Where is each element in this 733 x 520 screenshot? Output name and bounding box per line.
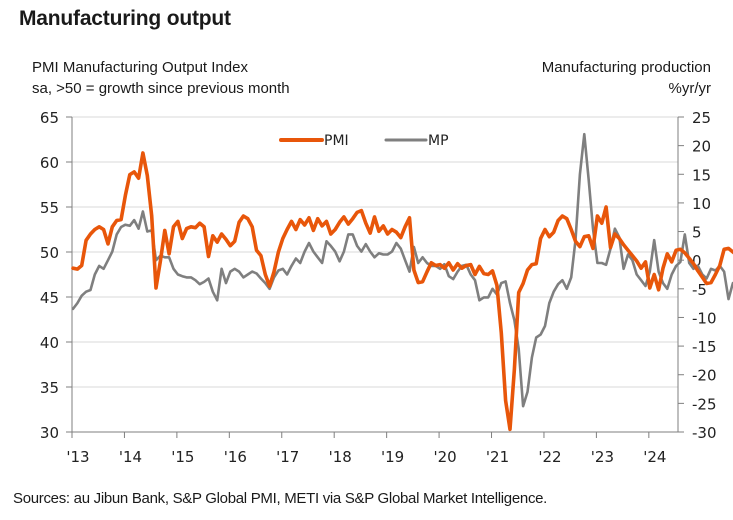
right-tick-label: -30 bbox=[692, 424, 717, 442]
x-tick-label: '17 bbox=[276, 448, 299, 466]
x-tick-label: '23 bbox=[591, 448, 614, 466]
x-tick-label: '20 bbox=[433, 448, 456, 466]
axes bbox=[66, 117, 684, 433]
right-axis-title-line2: %yr/yr bbox=[668, 80, 712, 97]
chart-title: Manufacturing output bbox=[19, 7, 231, 30]
right-tick-label: -25 bbox=[692, 395, 717, 413]
x-tick-label: '14 bbox=[119, 448, 142, 466]
series-line-mp bbox=[71, 132, 733, 408]
right-tick-label: -15 bbox=[692, 338, 717, 356]
right-tick-label: 0 bbox=[692, 252, 702, 270]
right-tick-label: 5 bbox=[692, 224, 702, 242]
right-tick-label: 20 bbox=[692, 138, 711, 156]
x-tick-label: '19 bbox=[381, 448, 404, 466]
right-tick-label: -20 bbox=[692, 367, 717, 385]
x-tick-label: '22 bbox=[538, 448, 561, 466]
x-tick-label: '15 bbox=[171, 448, 194, 466]
right-axis-title: Manufacturing production %yr/yr bbox=[542, 57, 711, 99]
left-tick-label: 40 bbox=[40, 334, 59, 352]
right-axis-title-line1: Manufacturing production bbox=[541, 59, 711, 76]
right-tick-label: 25 bbox=[692, 109, 711, 127]
right-tick-label: 10 bbox=[692, 195, 711, 213]
right-tick-label: -5 bbox=[692, 281, 707, 299]
right-axis-ticks: 25 20 15 10 5 0 -5 -10 -15 -20 -25 -30 bbox=[678, 109, 717, 442]
legend-label-pmi: PMI bbox=[324, 133, 349, 149]
left-axis-title-line1: PMI Manufacturing Output Index bbox=[32, 59, 248, 76]
right-tick-label: -10 bbox=[692, 309, 717, 327]
left-axis-ticks: 65 60 55 50 45 40 35 30 bbox=[40, 109, 72, 442]
x-tick-label: '24 bbox=[643, 448, 666, 466]
left-tick-label: 60 bbox=[40, 154, 59, 172]
left-tick-label: 35 bbox=[40, 379, 59, 397]
right-tick-label: 15 bbox=[692, 166, 711, 184]
legend: PMI MP bbox=[279, 133, 449, 149]
left-axis-title-line2: sa, >50 = growth since previous month bbox=[32, 80, 290, 97]
source-note: Sources: au Jibun Bank, S&P Global PMI, … bbox=[13, 490, 548, 507]
x-tick-label: '18 bbox=[329, 448, 352, 466]
series-lines bbox=[71, 132, 733, 432]
left-axis-title: PMI Manufacturing Output Index sa, >50 =… bbox=[32, 57, 290, 99]
series-line-pmi bbox=[71, 151, 733, 432]
left-tick-label: 65 bbox=[40, 109, 59, 127]
x-tick-label: '21 bbox=[486, 448, 509, 466]
x-tick-label: '13 bbox=[66, 448, 89, 466]
x-axis-ticks: '13 '14 '15 '16 '17 '18 '19 '20 '21 '22 '23 '24 bbox=[66, 432, 666, 466]
x-tick-label: '16 bbox=[224, 448, 247, 466]
left-tick-label: 45 bbox=[40, 289, 59, 307]
left-tick-label: 50 bbox=[40, 244, 59, 262]
left-tick-label: 55 bbox=[40, 199, 59, 217]
left-tick-label: 30 bbox=[40, 424, 59, 442]
legend-label-mp: MP bbox=[428, 133, 449, 149]
